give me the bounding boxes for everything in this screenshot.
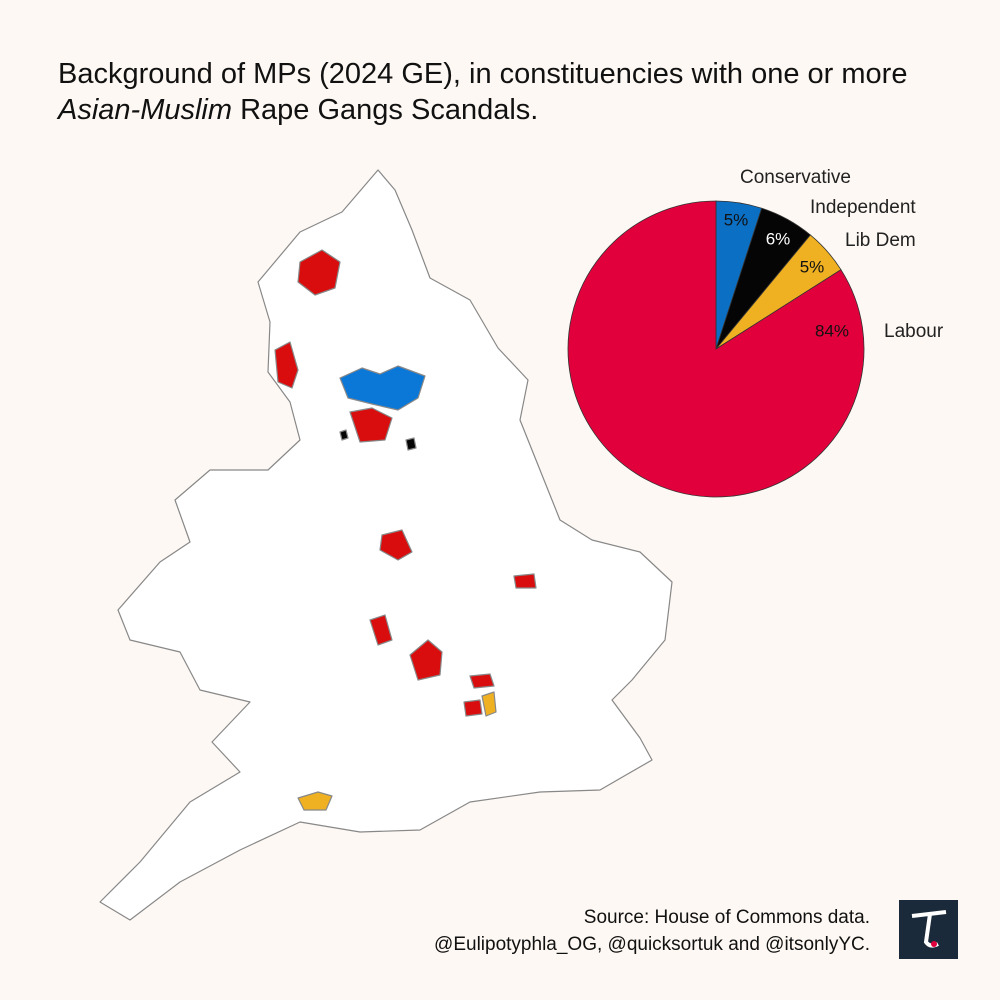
- map-region-labour: [274, 341, 299, 389]
- category-label: Conservative: [740, 167, 851, 188]
- map-region-labour: [379, 529, 413, 561]
- map-region-labour: [349, 407, 393, 443]
- category-label: Labour: [884, 321, 944, 342]
- category-label: Independent: [810, 197, 916, 218]
- map-region-labour: [469, 673, 495, 689]
- logo-dot: [931, 941, 937, 947]
- map-region-independent: [339, 429, 349, 441]
- map-region-labour: [463, 699, 483, 717]
- map-region-conservative: [339, 365, 426, 411]
- value-label: 5%: [724, 210, 749, 229]
- value-label: 5%: [800, 257, 825, 276]
- map-region-labour: [513, 573, 537, 589]
- map-region-labour: [409, 639, 443, 681]
- title: Background of MPs (2024 GE), in constitu…: [58, 56, 958, 128]
- value-label: 84%: [815, 321, 849, 340]
- pie-chart: 5% Conservative 6% Independent 5% Lib Dem 84% L…: [567, 167, 944, 498]
- source-line: Source: House of Commons data.: [583, 907, 870, 928]
- value-label: 6%: [766, 229, 791, 248]
- map-region-independent: [405, 437, 417, 451]
- map-region-labour: [369, 614, 393, 646]
- map: [99, 169, 673, 921]
- map-region-libdem: [481, 691, 497, 717]
- map-region-labour: [297, 249, 341, 296]
- category-label: Lib Dem: [845, 230, 916, 251]
- map-region-libdem: [297, 791, 333, 811]
- title-italic: Asian-Muslim: [58, 94, 233, 126]
- title-part: Background of MPs (2024 GE), in constitu…: [58, 58, 916, 90]
- pie-slice: [567, 200, 865, 498]
- title-part: Rape Gangs Scandals.: [232, 94, 539, 126]
- credits-line: @Eulipotyphla_OG, @quicksortuk and @itso…: [434, 934, 870, 955]
- source: Source: House of Commons data. @Eulipotyp…: [434, 904, 870, 958]
- logo: [899, 900, 958, 959]
